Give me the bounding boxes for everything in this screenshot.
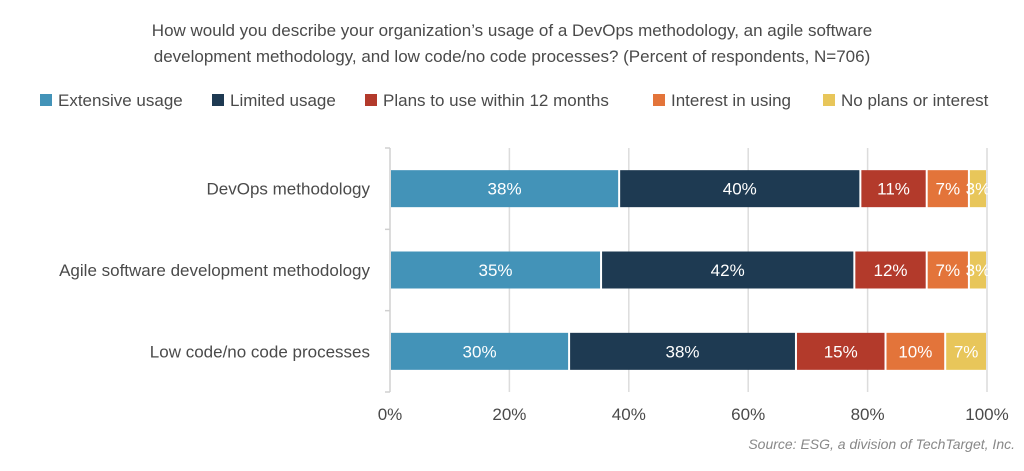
bar-segment: [391, 170, 619, 208]
bar-segment: [570, 332, 795, 370]
x-tick-label: 100%: [965, 405, 1008, 424]
data-label: 11%: [877, 180, 910, 199]
x-tick-label: 20%: [492, 405, 526, 424]
data-label: 12%: [873, 261, 907, 280]
x-axis-ticks: 0% 20% 40% 60% 80% 100%: [378, 405, 1009, 424]
bar-segment: [969, 170, 986, 208]
bar-segment: [927, 251, 968, 289]
x-tick-label: 40%: [612, 405, 646, 424]
legend-swatch: [40, 94, 52, 106]
legend-swatch: [212, 94, 224, 106]
data-label: 7%: [936, 180, 961, 199]
legend-label: Plans to use within 12 months: [383, 91, 609, 110]
data-label: 7%: [954, 342, 979, 361]
data-label: 30%: [463, 342, 497, 361]
bar-segment: [861, 170, 926, 208]
legend-label: Interest in using: [671, 91, 791, 110]
data-label: 3%: [966, 180, 991, 199]
category-label: Low code/no code processes: [150, 342, 370, 361]
data-label: 40%: [723, 180, 757, 199]
legend-label: No plans or interest: [841, 91, 989, 110]
data-label: 38%: [666, 342, 700, 361]
data-label: 42%: [711, 261, 745, 280]
x-tick-label: 0%: [378, 405, 403, 424]
legend-swatch: [823, 94, 835, 106]
legend-label: Limited usage: [230, 91, 336, 110]
category-label: Agile software development methodology: [59, 261, 370, 280]
bars: 38% 40% 11% 7% 3% 35% 42% 12% 7% 3% 30% 38% 15% 10% 7%: [391, 170, 990, 370]
x-tick-label: 80%: [851, 405, 885, 424]
bar-segment: [855, 251, 926, 289]
chart-title-line-1: How would you describe your organization…: [152, 21, 872, 40]
legend: Extensive usage Limited usage Plans to use…: [40, 91, 989, 110]
data-label: 15%: [824, 342, 858, 361]
bar-segment: [886, 332, 945, 370]
category-labels: DevOps methodology Agile software develop…: [59, 180, 370, 362]
data-label: 7%: [936, 261, 961, 280]
bar-segment: [620, 170, 860, 208]
data-label: 38%: [488, 180, 522, 199]
legend-swatch: [653, 94, 665, 106]
data-label: 3%: [966, 261, 991, 280]
category-label: DevOps methodology: [207, 180, 371, 199]
data-label: 10%: [898, 342, 932, 361]
chart-title-line-2: development methodology, and low code/no…: [154, 47, 871, 66]
bar-segment: [391, 332, 569, 370]
legend-swatch: [365, 94, 377, 106]
bar-segment: [946, 332, 986, 370]
bar-segment: [969, 251, 986, 289]
bar-segment: [602, 251, 854, 289]
x-tick-label: 60%: [731, 405, 765, 424]
legend-label: Extensive usage: [58, 91, 183, 110]
bar-segment: [927, 170, 968, 208]
data-label: 35%: [479, 261, 513, 280]
bar-segment: [391, 251, 601, 289]
bar-segment: [796, 332, 885, 370]
source-note: Source: ESG, a division of TechTarget, I…: [748, 436, 1015, 452]
